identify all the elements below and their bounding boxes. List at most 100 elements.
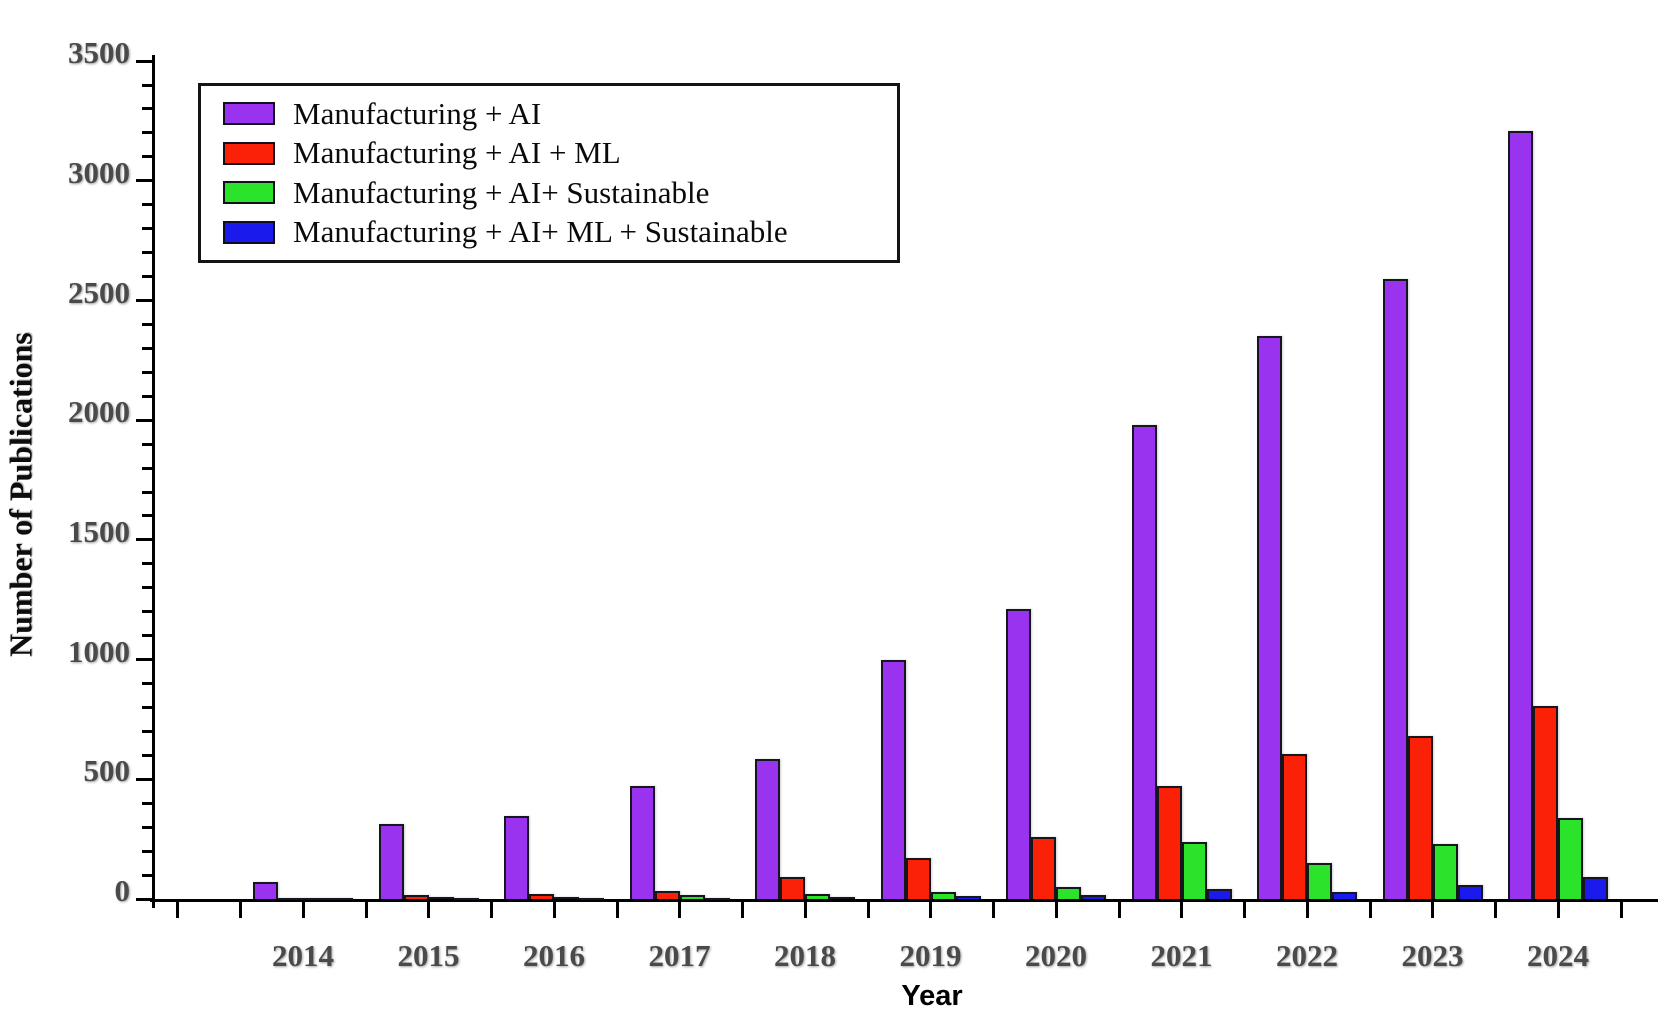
legend-item-manufacturing-ai-sustainable: Manufacturing + AI+ Sustainable: [223, 174, 897, 212]
bar-2020-series2: [1056, 887, 1081, 899]
bar-2024-series1: [1533, 706, 1558, 899]
x-tick-label-2022: 2022: [1276, 938, 1338, 973]
y-tick-label: 2500: [68, 274, 130, 310]
y-major-tick: [136, 179, 152, 183]
x-tick: [1054, 902, 1058, 918]
y-minor-tick: [142, 825, 152, 829]
legend-label: Manufacturing + AI+ Sustainable: [293, 174, 710, 210]
x-axis-line: [150, 899, 1658, 902]
y-tick-label: 3000: [68, 154, 130, 190]
y-major-tick: [136, 538, 152, 542]
y-minor-tick: [142, 442, 152, 446]
y-major-tick: [136, 418, 152, 422]
x-tick: [176, 902, 180, 918]
x-tick: [427, 902, 431, 918]
bar-2020-series0: [1006, 609, 1031, 899]
bar-2022-series0: [1257, 336, 1282, 899]
y-minor-tick: [142, 203, 152, 207]
y-minor-tick: [142, 370, 152, 374]
legend-item-manufacturing-ai-ml: Manufacturing + AI + ML: [223, 134, 897, 172]
x-tick: [1368, 902, 1372, 918]
y-minor-tick: [142, 705, 152, 709]
x-tick: [1494, 902, 1497, 918]
y-minor-tick: [142, 346, 152, 350]
y-minor-tick: [142, 251, 152, 255]
bar-2022-series2: [1307, 863, 1332, 899]
x-tick: [678, 902, 682, 918]
x-tick: [866, 902, 870, 918]
bar-2014-series0: [253, 882, 278, 899]
legend-item-manufacturing-ai: Manufacturing + AI: [223, 95, 897, 133]
legend-item-manufacturing-ai-ml-sustainable: Manufacturing + AI+ ML + Sustainable: [223, 213, 897, 251]
x-tick: [1180, 902, 1184, 918]
y-minor-tick: [142, 275, 152, 279]
bar-2019-series0: [880, 659, 906, 899]
y-minor-tick: [142, 873, 152, 877]
y-tick-label: 1000: [68, 633, 130, 669]
bar-2017-series3: [704, 897, 730, 900]
y-minor-tick: [142, 107, 152, 111]
x-tick: [929, 902, 933, 918]
y-tick-label: 1500: [68, 513, 130, 549]
x-tick: [552, 902, 556, 918]
x-tick: [1243, 902, 1246, 918]
bar-2018-series0: [755, 758, 780, 899]
y-minor-tick: [142, 394, 152, 398]
bar-2024-series2: [1558, 817, 1583, 899]
x-tick-label-2018: 2018: [774, 938, 836, 973]
x-tick: [364, 902, 368, 918]
y-tick-label: 500: [83, 753, 131, 789]
legend-label: Manufacturing + AI + ML: [293, 135, 621, 171]
bar-2023-series3: [1457, 884, 1483, 899]
x-tick: [1117, 902, 1121, 918]
x-axis-title: Year: [901, 980, 963, 1012]
y-minor-tick: [142, 801, 152, 805]
y-minor-tick: [142, 131, 152, 135]
bar-2017-series1: [654, 890, 680, 899]
y-minor-tick: [142, 466, 152, 470]
bar-2016-series2: [554, 896, 579, 899]
bar-2022-series3: [1332, 891, 1357, 899]
bar-2015-series0: [378, 823, 404, 899]
legend-swatch-red: [223, 141, 275, 165]
bar-2017-series2: [679, 895, 705, 899]
legend-label: Manufacturing + AI: [293, 95, 542, 131]
bar-2023-series2: [1432, 843, 1458, 899]
legend: Manufacturing + AI Manufacturing + AI + …: [198, 83, 900, 263]
x-tick-label-2021: 2021: [1150, 938, 1213, 973]
bar-2014-series1: [278, 897, 303, 900]
x-tick-label-2024: 2024: [1527, 938, 1589, 973]
x-tick-label-2023: 2023: [1401, 938, 1464, 973]
bar-2017-series0: [629, 786, 655, 899]
x-tick-label-2015: 2015: [397, 938, 460, 973]
x-tick: [1619, 902, 1623, 918]
y-tick-label: 3500: [68, 35, 130, 71]
y-minor-tick: [142, 155, 152, 159]
x-tick: [1431, 902, 1435, 918]
y-minor-tick: [142, 634, 152, 638]
bar-2014-series2: [303, 897, 328, 900]
x-tick: [490, 902, 493, 918]
x-tick: [1305, 902, 1309, 918]
bar-2024-series3: [1583, 877, 1608, 899]
bar-2020-series1: [1031, 836, 1056, 899]
bar-2016-series0: [504, 816, 529, 899]
y-major-tick: [136, 658, 152, 662]
bar-2023-series1: [1407, 736, 1433, 899]
bar-2019-series2: [930, 891, 956, 899]
legend-swatch-purple: [223, 102, 275, 126]
x-tick: [992, 902, 995, 918]
bar-2018-series3: [830, 897, 855, 900]
y-minor-tick: [142, 227, 152, 231]
bar-2018-series1: [780, 877, 805, 899]
legend-swatch-green: [223, 181, 275, 205]
bar-2019-series3: [955, 896, 981, 899]
y-minor-tick: [142, 610, 152, 614]
bar-2022-series1: [1282, 754, 1307, 899]
x-tick-label-2019: 2019: [899, 938, 962, 973]
y-minor-tick: [142, 490, 152, 494]
bar-2024-series0: [1508, 130, 1533, 899]
bar-2023-series0: [1382, 278, 1408, 899]
bar-2018-series2: [805, 894, 830, 899]
